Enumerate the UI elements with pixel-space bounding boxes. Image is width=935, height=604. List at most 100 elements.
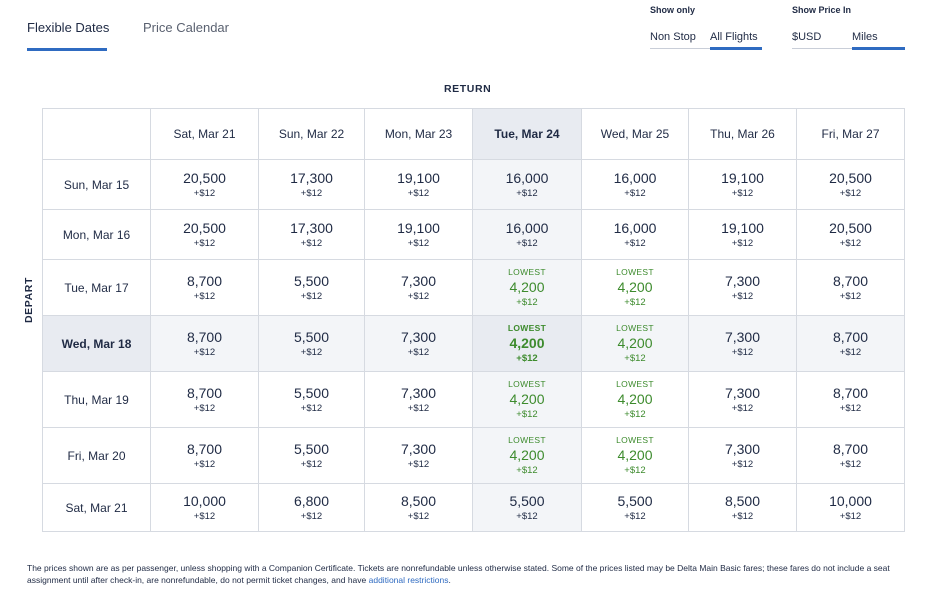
- fare-cell[interactable]: 17,300 +$12: [258, 159, 365, 210]
- depart-date-header[interactable]: Tue, Mar 17: [42, 259, 151, 316]
- fare-cell[interactable]: 20,500 +$12: [796, 159, 905, 210]
- fare-cell[interactable]: 7,300 +$12: [364, 315, 473, 372]
- fare-fee: +$12: [193, 346, 216, 358]
- fare-cell[interactable]: 6,800 +$12: [258, 483, 365, 532]
- fare-cell[interactable]: 10,000 +$12: [796, 483, 905, 532]
- return-date-header[interactable]: Wed, Mar 25: [581, 108, 689, 160]
- fare-cell[interactable]: LOWEST 4,200 +$12: [581, 371, 689, 428]
- fare-fee: +$12: [300, 510, 323, 522]
- fare-cell[interactable]: 7,300 +$12: [688, 427, 797, 484]
- tab-price-calendar[interactable]: Price Calendar: [143, 20, 229, 35]
- fare-cell[interactable]: 20,500 +$12: [796, 209, 905, 260]
- fare-fee: +$12: [624, 510, 646, 522]
- fare-cell[interactable]: 8,700 +$12: [150, 427, 259, 484]
- fare-miles: 17,300: [290, 219, 333, 236]
- fare-miles: 7,300: [400, 328, 437, 345]
- return-date-header[interactable]: Mon, Mar 23: [364, 108, 473, 160]
- fare-cell[interactable]: 8,700 +$12: [150, 371, 259, 428]
- fare-cell[interactable]: 17,300 +$12: [258, 209, 365, 260]
- non-stop-option[interactable]: Non Stop: [650, 31, 696, 43]
- fare-cell[interactable]: 20,500 +$12: [150, 159, 259, 210]
- fare-cell[interactable]: 10,000 +$12: [150, 483, 259, 532]
- fare-cell[interactable]: LOWEST 4,200 +$12: [472, 427, 582, 484]
- fare-miles: 8,700: [186, 272, 223, 289]
- return-date-header[interactable]: Sat, Mar 21: [150, 108, 259, 160]
- fare-cell[interactable]: 5,500 +$12: [581, 483, 689, 532]
- fare-cell[interactable]: 7,300 +$12: [364, 427, 473, 484]
- fare-cell[interactable]: 8,700 +$12: [796, 371, 905, 428]
- lowest-badge: LOWEST: [508, 378, 546, 389]
- fare-fee: +$12: [839, 290, 862, 302]
- depart-date-header[interactable]: Mon, Mar 16: [42, 209, 151, 260]
- lowest-badge: LOWEST: [507, 322, 547, 333]
- fare-fee: +$12: [624, 237, 646, 249]
- fare-miles: 5,500: [293, 440, 330, 457]
- fare-cell[interactable]: LOWEST 4,200 +$12: [581, 259, 689, 316]
- fare-fee: +$12: [839, 237, 862, 249]
- fare-cell[interactable]: 7,300 +$12: [688, 371, 797, 428]
- return-header-row: Sat, Mar 21 Sun, Mar 22 Mon, Mar 23 Tue, Ma…: [42, 108, 905, 160]
- fare-cell[interactable]: 8,700 +$12: [796, 427, 905, 484]
- additional-restrictions-link[interactable]: additional restrictions: [368, 575, 449, 585]
- all-flights-option[interactable]: All Flights: [710, 31, 758, 43]
- fare-fee: +$12: [407, 402, 430, 414]
- fare-fee: +$12: [839, 187, 862, 199]
- fare-fee: +$12: [193, 290, 216, 302]
- fare-miles: 6,800: [293, 492, 330, 509]
- fare-cell[interactable]: 8,500 +$12: [688, 483, 797, 532]
- fare-cell[interactable]: LOWEST 4,200 +$12: [581, 427, 689, 484]
- fare-cell[interactable]: 5,500 +$12: [258, 427, 365, 484]
- fare-cell[interactable]: 5,500 +$12: [258, 315, 365, 372]
- lowest-badge: LOWEST: [616, 434, 654, 445]
- fare-cell[interactable]: 16,000 +$12: [581, 159, 689, 210]
- return-date-header[interactable]: Fri, Mar 27: [796, 108, 905, 160]
- fare-cell[interactable]: 8,700 +$12: [796, 315, 905, 372]
- fare-fee: +$12: [300, 346, 323, 358]
- fare-fee: +$12: [624, 408, 646, 420]
- fare-cell[interactable]: 5,500 +$12: [472, 483, 582, 532]
- fare-cell[interactable]: 16,000 +$12: [472, 159, 582, 210]
- fare-miles: 8,700: [832, 384, 869, 401]
- return-date-header[interactable]: Thu, Mar 26: [688, 108, 797, 160]
- fare-cell[interactable]: 20,500 +$12: [150, 209, 259, 260]
- fare-miles: 4,200: [509, 390, 545, 407]
- miles-option[interactable]: Miles: [852, 31, 878, 43]
- fare-cell[interactable]: 5,500 +$12: [258, 371, 365, 428]
- depart-date-header[interactable]: Wed, Mar 18: [42, 315, 151, 372]
- tab-flexible-dates[interactable]: Flexible Dates: [27, 20, 110, 35]
- fare-cell[interactable]: 7,300 +$12: [364, 259, 473, 316]
- fare-fee: +$12: [516, 296, 538, 308]
- fare-cell[interactable]: 7,300 +$12: [364, 371, 473, 428]
- fare-cell[interactable]: 19,100 +$12: [688, 159, 797, 210]
- fare-cell[interactable]: 8,700 +$12: [796, 259, 905, 316]
- fare-cell[interactable]: 8,700 +$12: [150, 259, 259, 316]
- fare-disclaimer: The prices shown are as per passenger, u…: [27, 562, 907, 586]
- fare-cell[interactable]: LOWEST 4,200 +$12: [472, 371, 582, 428]
- fare-cell[interactable]: 19,100 +$12: [688, 209, 797, 260]
- depart-date-header[interactable]: Thu, Mar 19: [42, 371, 151, 428]
- fare-grid: Sat, Mar 21 Sun, Mar 22 Mon, Mar 23 Tue, Ma…: [42, 108, 905, 532]
- fare-cell[interactable]: 16,000 +$12: [472, 209, 582, 260]
- depart-date-header[interactable]: Sun, Mar 15: [42, 159, 151, 210]
- fare-cell[interactable]: 16,000 +$12: [581, 209, 689, 260]
- fare-cell[interactable]: LOWEST 4,200 +$12: [472, 259, 582, 316]
- fare-cell[interactable]: 19,100 +$12: [364, 159, 473, 210]
- fare-cell[interactable]: 8,500 +$12: [364, 483, 473, 532]
- fare-cell[interactable]: LOWEST 4,200 +$12: [581, 315, 689, 372]
- return-date-header[interactable]: Tue, Mar 24: [472, 108, 582, 160]
- fare-cell[interactable]: 7,300 +$12: [688, 315, 797, 372]
- depart-date-header[interactable]: Fri, Mar 20: [42, 427, 151, 484]
- fare-cell[interactable]: LOWEST 4,200 +$12: [472, 315, 582, 372]
- fare-cell[interactable]: 5,500 +$12: [258, 259, 365, 316]
- fare-cell[interactable]: 8,700 +$12: [150, 315, 259, 372]
- depart-date-header[interactable]: Sat, Mar 21: [42, 483, 151, 532]
- fare-fee: +$12: [731, 458, 754, 470]
- fare-cell[interactable]: 7,300 +$12: [688, 259, 797, 316]
- fare-miles: 17,300: [290, 169, 333, 186]
- fare-cell[interactable]: 19,100 +$12: [364, 209, 473, 260]
- return-date-header[interactable]: Sun, Mar 22: [258, 108, 365, 160]
- usd-option[interactable]: $USD: [792, 31, 822, 43]
- fare-row: Tue, Mar 17 8,700 +$12 5,500 +$12 7,300 +$12 LO…: [42, 259, 905, 316]
- miles-active-bar: [852, 47, 905, 50]
- fare-fee: +$12: [407, 237, 430, 249]
